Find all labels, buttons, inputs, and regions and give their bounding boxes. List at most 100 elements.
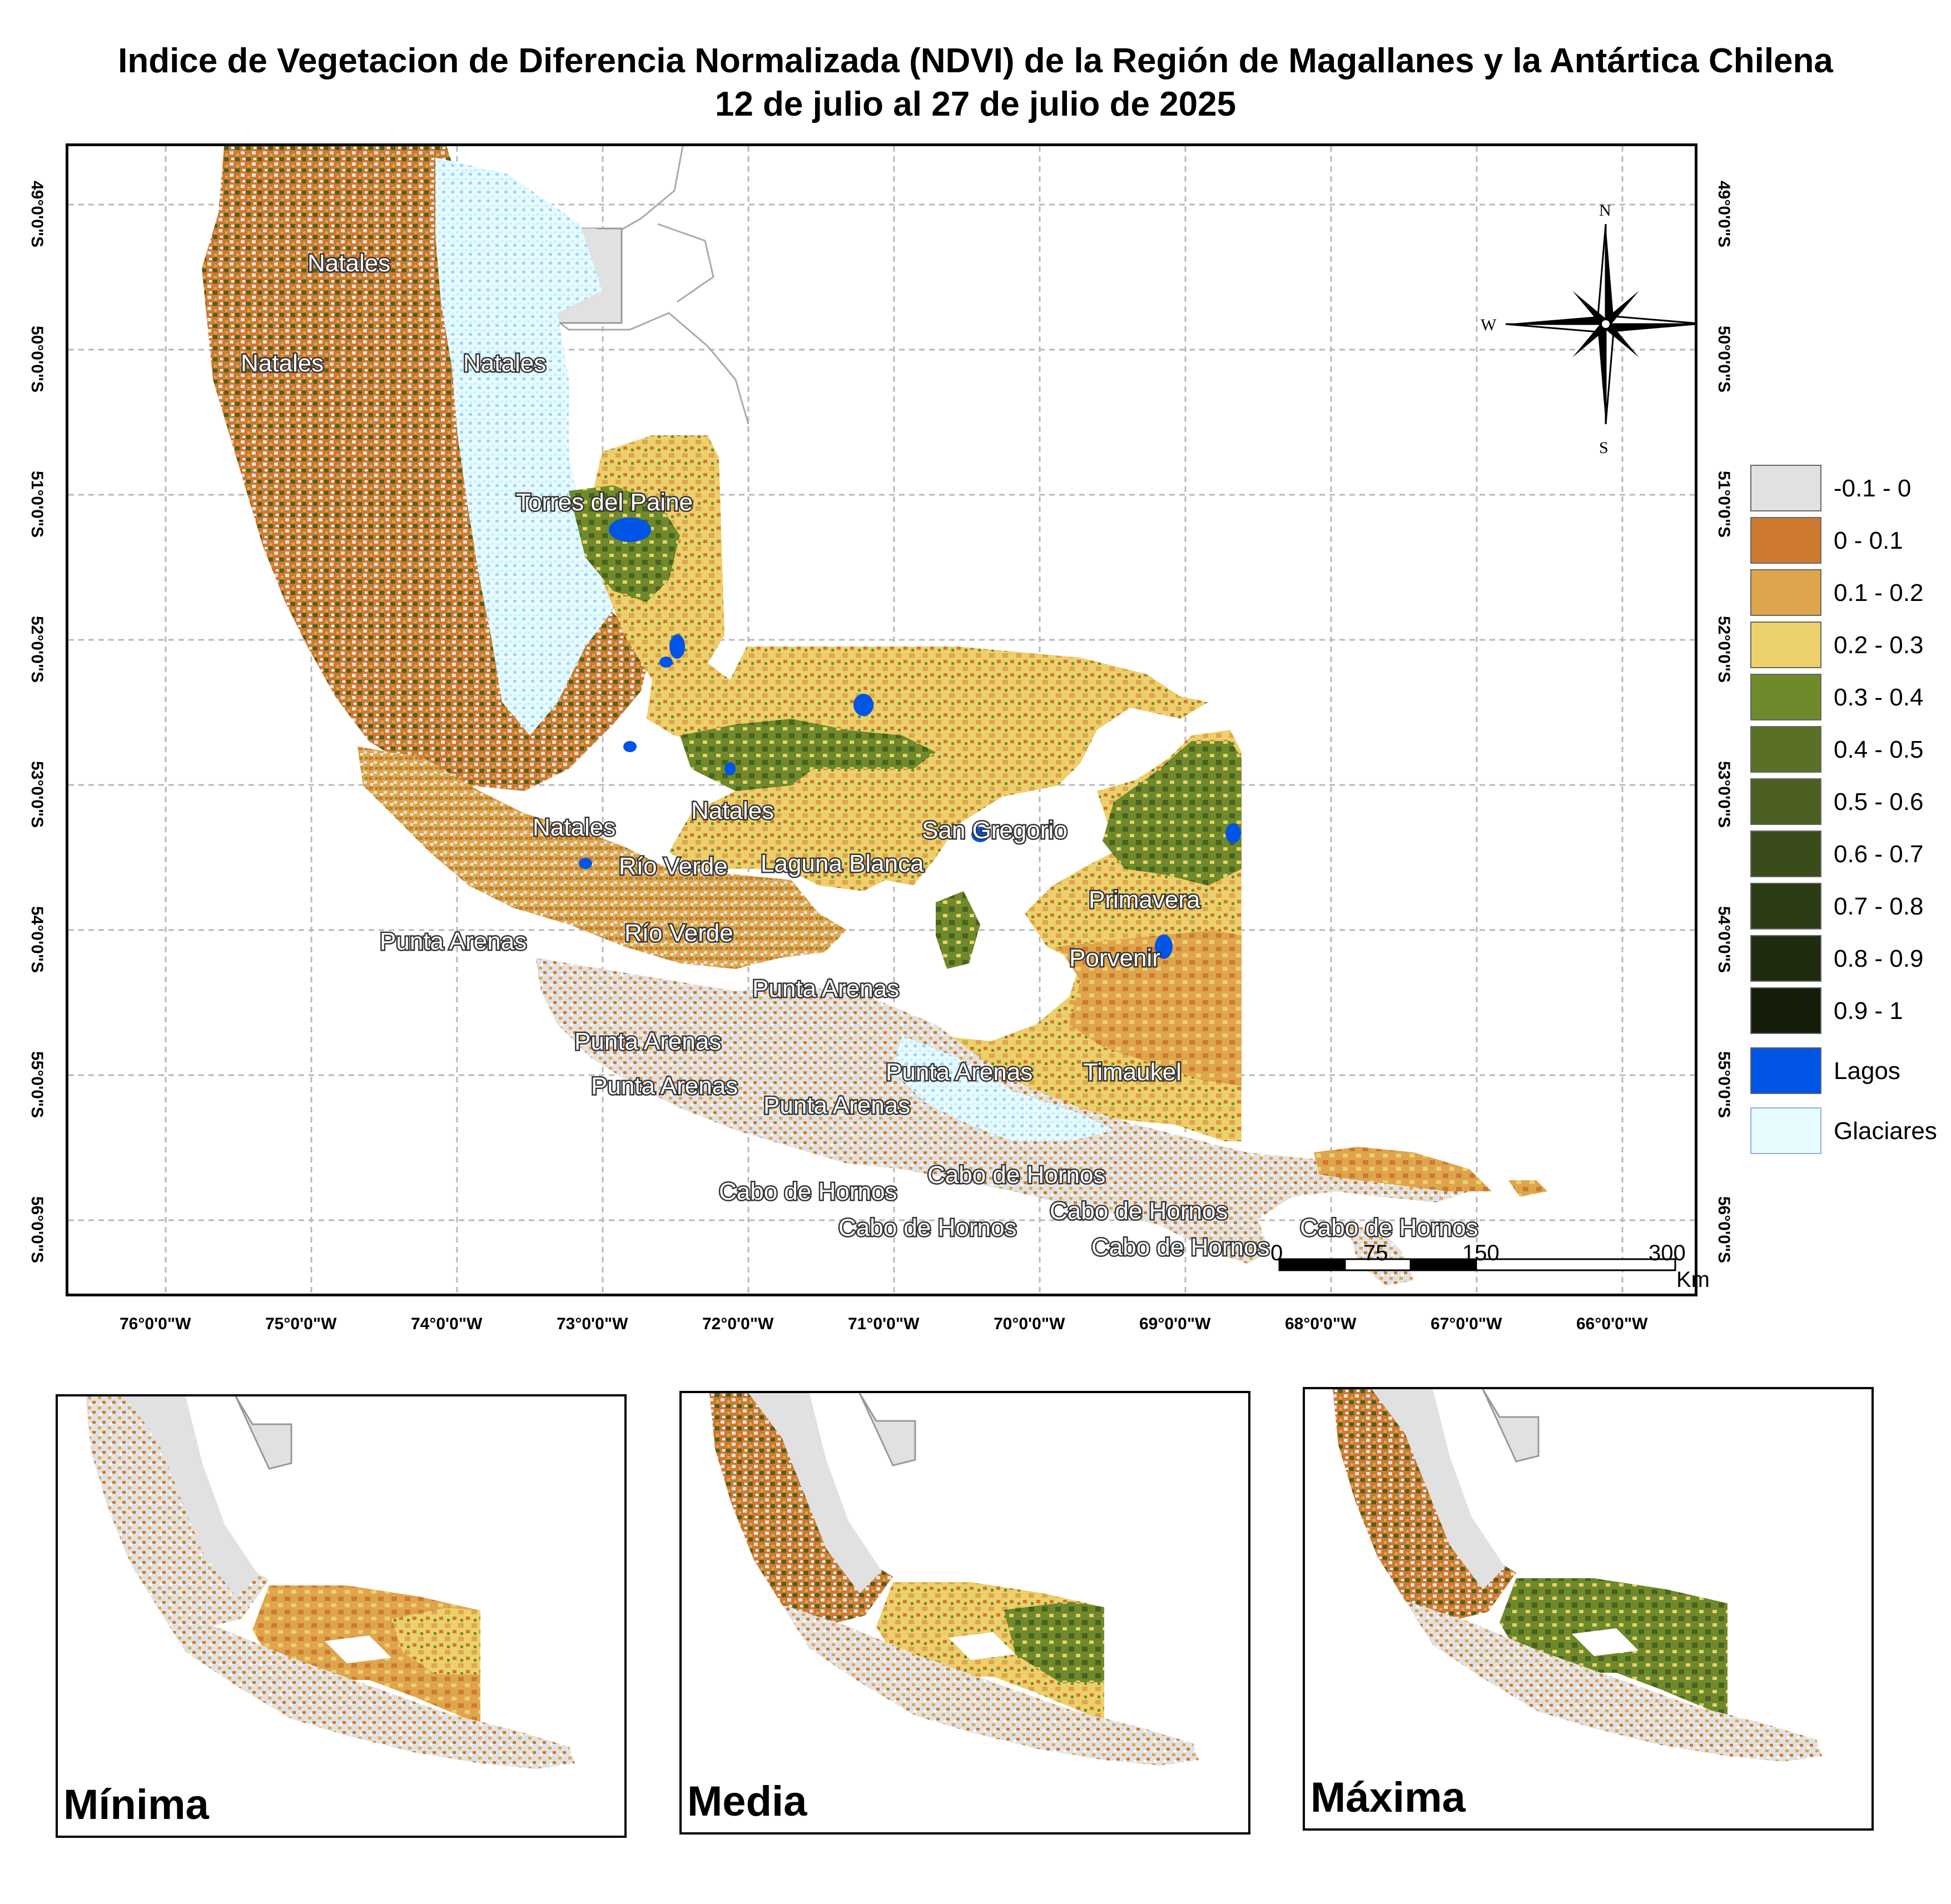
tdf-fire-south	[1058, 930, 1242, 1086]
scale-label-75: 75	[1363, 1241, 1388, 1265]
inset-media-label: Media	[687, 1778, 807, 1825]
lon-label-75w: 75°0'0"W	[265, 1315, 337, 1333]
legend-label: 0.4 - 0.5	[1834, 736, 1924, 763]
lon-label-67w: 67°0'0"W	[1431, 1315, 1502, 1333]
place-punta-arenas-4: Punta Arenas	[886, 1058, 1032, 1086]
legend-label: 0.6 - 0.7	[1834, 841, 1924, 868]
place-san-gregorio: San Gregorio	[922, 817, 1068, 844]
mainland-steppe	[585, 435, 1208, 891]
lat-right-49s: 49°0'0"S	[1715, 180, 1734, 248]
legend-swatch	[1750, 569, 1821, 616]
place-natales-1: Natales	[307, 250, 390, 277]
lat-right-50s: 50°0'0"S	[1715, 325, 1734, 393]
place-cabo-de-hornos-1: Cabo de Hornos	[927, 1161, 1105, 1189]
north-arrow-compass: N S W E	[1481, 201, 1695, 457]
map-title: Indice de Vegetacion de Diferencia Norma…	[118, 42, 1833, 80]
legend-label: 0.5 - 0.6	[1834, 788, 1924, 816]
place-punta-arenas-3: Punta Arenas	[574, 1028, 721, 1055]
mainland-green	[680, 719, 936, 791]
legend-swatch	[1750, 935, 1821, 982]
inset-maxima: Máxima	[1303, 1387, 1874, 1831]
scale-label-0: 0	[1270, 1241, 1283, 1265]
place-natales-2: Natales	[241, 350, 324, 377]
legend-swatch	[1750, 831, 1821, 877]
place-punta-arenas-6: Punta Arenas	[763, 1092, 910, 1119]
dawson-island	[936, 891, 980, 969]
place-primavera: Primavera	[1089, 886, 1200, 913]
legend-swatch	[1750, 726, 1821, 773]
place-torres-del-paine: Torres del Paine	[516, 489, 693, 516]
place-punta-arenas-1: Punta Arenas	[380, 928, 527, 955]
inset-media-map	[709, 1393, 1199, 1766]
compass-s: S	[1599, 439, 1609, 457]
inset-media: Media	[679, 1391, 1250, 1835]
inset-maxima-label: Máxima	[1310, 1774, 1466, 1821]
lat-left-50s: 50°0'0"S	[28, 325, 47, 393]
legend-label: 0.1 - 0.2	[1834, 579, 1924, 607]
torres-green	[569, 485, 680, 602]
main-map-svg: Natales Natales Natales Torres del Paine…	[68, 146, 1695, 1294]
scale-label-150: 150	[1462, 1241, 1500, 1265]
lon-label-69w: 69°0'0"W	[1139, 1315, 1211, 1333]
lat-left-54s: 54°0'0"S	[28, 906, 47, 973]
navarino-islands	[1314, 1147, 1492, 1191]
lat-right-54s: 54°0'0"S	[1715, 906, 1734, 973]
place-natales-3: Natales	[463, 350, 546, 377]
lon-label-70w: 70°0'0"W	[994, 1315, 1065, 1333]
legend-label: 0.7 - 0.8	[1834, 893, 1924, 920]
place-porvenir: Porvenir	[1069, 944, 1160, 972]
southern-glaciers	[891, 1036, 1114, 1141]
legend-label: 0.8 - 0.9	[1834, 945, 1924, 972]
lat-right-56s: 56°0'0"S	[1715, 1196, 1734, 1264]
tdf-green-north	[1103, 741, 1242, 886]
place-cabo-de-hornos-2: Cabo de Hornos	[719, 1178, 897, 1205]
lat-right-52s: 52°0'0"S	[1715, 615, 1734, 683]
map-subtitle: 12 de julio al 27 de julio de 2025	[714, 85, 1237, 123]
scale-bar	[1278, 1258, 1676, 1271]
compass-w: W	[1481, 316, 1497, 334]
legend-label: 0.3 - 0.4	[1834, 684, 1924, 711]
place-cabo-de-hornos-3: Cabo de Hornos	[1050, 1197, 1228, 1225]
legend-swatch	[1750, 465, 1821, 511]
inset-minima-label: Mínima	[63, 1781, 209, 1828]
place-natales-5: Natales	[691, 797, 774, 824]
lat-right-53s: 53°0'0"S	[1715, 760, 1734, 828]
lakes	[579, 518, 1241, 959]
lon-label-73w: 73°0'0"W	[557, 1315, 628, 1333]
lon-label-71w: 71°0'0"W	[848, 1315, 920, 1333]
place-laguna-blanca: Laguna Blanca	[761, 850, 924, 877]
lat-left-56s: 56°0'0"S	[28, 1196, 47, 1264]
place-rio-verde-2: Río Verde	[624, 919, 733, 947]
compass-n: N	[1599, 201, 1611, 220]
ice-field	[435, 157, 619, 735]
lat-right-51s: 51°0'0"S	[1715, 470, 1734, 538]
place-rio-verde-1: Río Verde	[619, 853, 728, 880]
place-cabo-de-hornos-4: Cabo de Hornos	[838, 1214, 1016, 1241]
legend-swatch	[1750, 778, 1821, 825]
legend-swatch	[1750, 622, 1821, 668]
legend-label: -0.1 - 0	[1834, 475, 1912, 502]
inset-minima: Mínima	[56, 1394, 627, 1838]
place-natales-4: Natales	[533, 814, 615, 841]
lat-left-52s: 52°0'0"S	[28, 615, 47, 683]
inset-maxima-map	[1333, 1389, 1822, 1762]
legend-label: 0 - 0.1	[1834, 527, 1903, 554]
legend-label: 0.2 - 0.3	[1834, 632, 1924, 659]
place-labels: Natales Natales Natales Torres del Paine…	[240, 248, 1480, 1262]
place-cabo-de-hornos-5: Cabo de Hornos	[1300, 1214, 1478, 1241]
scale-unit: Km	[1676, 1267, 1710, 1292]
lon-label-76w: 76°0'0"W	[120, 1315, 191, 1333]
place-timaukel: Timaukel	[1083, 1058, 1181, 1086]
legend-swatch	[1750, 517, 1821, 564]
legend-swatch	[1750, 1047, 1821, 1094]
legend-label: 0.9 - 1	[1834, 997, 1903, 1025]
place-cabo-de-hornos-6: Cabo de Hornos	[1091, 1234, 1269, 1261]
lat-right-55s: 55°0'0"S	[1715, 1051, 1734, 1118]
lon-label-72w: 72°0'0"W	[702, 1315, 774, 1333]
lon-label-68w: 68°0'0"W	[1285, 1315, 1357, 1333]
legend-label: Glaciares	[1834, 1117, 1937, 1145]
scale-label-300: 300	[1649, 1241, 1686, 1265]
legend-swatch	[1750, 987, 1821, 1034]
lon-label-74w: 74°0'0"W	[411, 1315, 483, 1333]
lat-left-51s: 51°0'0"S	[28, 470, 47, 538]
